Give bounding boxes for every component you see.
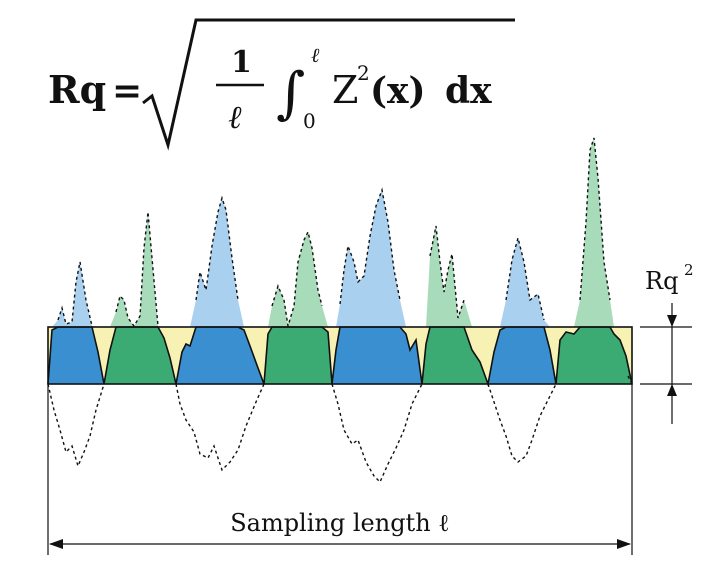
rq-dimension: Rq 2 (640, 261, 694, 424)
band-fill-dark (264, 327, 332, 384)
formula-argument: (x) (370, 70, 426, 112)
peak-fill-light (264, 232, 332, 327)
integral-lower-limit: 0 (303, 109, 316, 133)
peak-fill-light (422, 226, 488, 327)
formula-equals: = (112, 70, 142, 112)
integral-upper-limit: ℓ (311, 43, 320, 67)
band-fill-dark (48, 327, 104, 384)
band-fill-dark (556, 327, 632, 384)
rq-label: Rq (645, 267, 678, 295)
peak-fill-light (556, 138, 632, 327)
peak-fill-light (48, 262, 104, 327)
formula-integrand: Z (332, 68, 358, 112)
sampling-length-label: Sampling length ℓ (230, 509, 450, 537)
band-fill-dark (332, 327, 422, 384)
radical-sign (142, 18, 515, 151)
sampling-arrow-right (617, 539, 631, 549)
sampling-arrow-left (49, 539, 63, 549)
rq-arrow-bottom (667, 384, 677, 396)
band-fill-dark (176, 327, 264, 384)
formula-differential: dx (445, 70, 492, 112)
formula-exponent: 2 (357, 61, 370, 85)
formula-lhs: Rq (48, 67, 106, 112)
peak-fill-light (488, 238, 556, 327)
rq-exponent: 2 (684, 261, 694, 279)
peak-fill-light (332, 190, 422, 327)
roughness-profile (47, 137, 633, 484)
formula-denominator: ℓ (228, 98, 242, 136)
rq-arrow-top (667, 315, 677, 327)
integral-sign: ∫ (276, 61, 305, 126)
profile-regions (48, 138, 632, 384)
peak-fill-light (176, 198, 264, 327)
band-fill-dark (422, 327, 488, 384)
band-outline (47, 326, 633, 385)
rq-formula: Rq = 1 ℓ ∫ ℓ 0 Z 2 (x) dx (48, 18, 515, 151)
sampling-label-bg (205, 508, 475, 538)
band-fill-dark (488, 327, 556, 384)
band-fill-dark (104, 327, 176, 384)
formula-numerator: 1 (231, 45, 252, 80)
sampling-length-dimension: Sampling length ℓ (47, 384, 633, 555)
